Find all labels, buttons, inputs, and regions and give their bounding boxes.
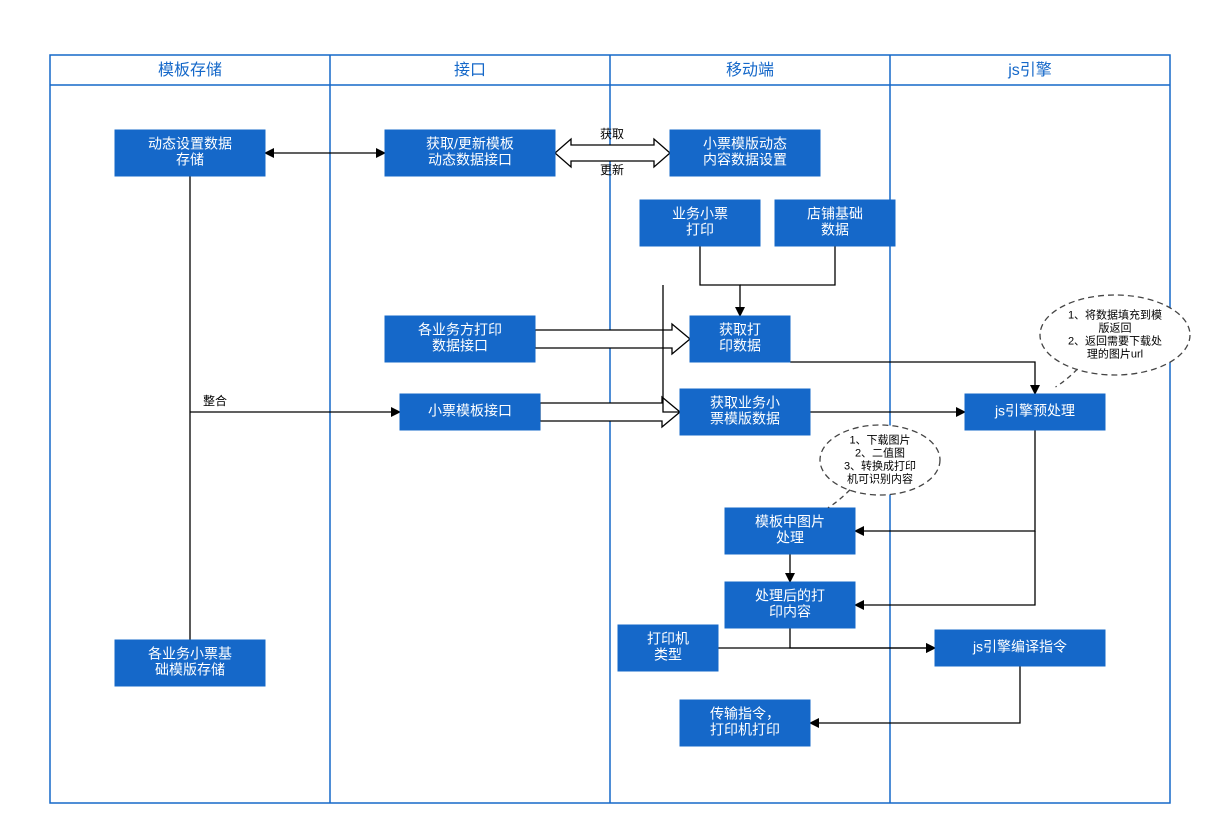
note-n1: 1、将数据填充到模版返回2、返回需要下载处理的图片url [1040, 295, 1190, 387]
svg-text:店铺基础: 店铺基础 [807, 206, 863, 222]
note-n2: 1、下载图片2、二值图3、转换成打印机可识别内容 [820, 425, 940, 508]
svg-text:3、转换成打印: 3、转换成打印 [844, 458, 916, 472]
svg-text:动态设置数据: 动态设置数据 [148, 136, 232, 152]
svg-text:业务小票: 业务小票 [672, 206, 728, 222]
svg-text:票模版数据: 票模版数据 [710, 411, 780, 427]
lane-header-lane3: 移动端 [726, 61, 774, 79]
svg-text:传输指令，: 传输指令， [710, 706, 780, 722]
svg-text:数据: 数据 [821, 222, 849, 238]
svg-text:模板中图片: 模板中图片 [755, 514, 825, 530]
lane-header-lane1: 模板存储 [158, 61, 222, 79]
edge-13 [855, 531, 1035, 605]
svg-text:2、返回需要下载处: 2、返回需要下载处 [1068, 334, 1162, 347]
svg-text:础模版存储: 础模版存储 [155, 662, 225, 678]
edge-2 [700, 246, 740, 316]
svg-text:2、二值图: 2、二值图 [855, 446, 905, 459]
svg-text:获取: 获取 [600, 127, 624, 141]
edge-3 [740, 246, 835, 285]
svg-text:处理后的打: 处理后的打 [755, 588, 825, 604]
svg-text:打印: 打印 [686, 222, 714, 238]
box-b6: 获取打印数据 [690, 316, 790, 362]
svg-text:内容数据设置: 内容数据设置 [703, 152, 787, 168]
svg-text:获取业务小: 获取业务小 [710, 395, 780, 411]
svg-text:数据接口: 数据接口 [432, 338, 488, 354]
edge-6: 整合 [190, 393, 400, 412]
box-b9: 获取业务小票模版数据 [680, 389, 810, 435]
edge-16 [810, 666, 1020, 723]
svg-text:1、将数据填充到模: 1、将数据填充到模 [1068, 307, 1162, 321]
svg-text:印数据: 印数据 [719, 338, 761, 354]
svg-text:更新: 更新 [600, 162, 624, 177]
box-b16: 各业务小票基础模版存储 [115, 640, 265, 686]
svg-text:js引擎预处理: js引擎预处理 [994, 403, 1075, 419]
svg-text:获取/更新模板: 获取/更新模板 [426, 136, 514, 152]
svg-text:获取打: 获取打 [719, 322, 761, 338]
svg-text:各业务方打印: 各业务方打印 [418, 322, 502, 338]
box-b2: 获取/更新模板动态数据接口 [385, 130, 555, 176]
box-b12: 处理后的打印内容 [725, 582, 855, 628]
svg-text:类型: 类型 [654, 647, 682, 663]
svg-text:机可识别内容: 机可识别内容 [847, 471, 913, 485]
svg-text:打印机: 打印机 [647, 631, 689, 647]
svg-text:动态数据接口: 动态数据接口 [428, 152, 512, 168]
svg-text:印内容: 印内容 [769, 604, 811, 620]
box-b7: 各业务方打印数据接口 [385, 316, 535, 362]
lane-header-lane2: 接口 [454, 61, 486, 79]
svg-text:存储: 存储 [176, 152, 204, 168]
svg-text:各业务小票基: 各业务小票基 [148, 646, 232, 662]
edge-1: 获取更新 [555, 127, 670, 177]
svg-text:版返回: 版返回 [1099, 320, 1132, 334]
box-b14: js引擎编译指令 [935, 630, 1105, 666]
svg-text:理的图片url: 理的图片url [1087, 346, 1143, 360]
svg-text:小票模版动态: 小票模版动态 [703, 136, 787, 152]
box-b3: 小票模版动态内容数据设置 [670, 130, 820, 176]
svg-text:小票模板接口: 小票模板接口 [428, 403, 512, 419]
svg-text:1、下载图片: 1、下载图片 [849, 433, 910, 446]
edge-10 [790, 362, 1035, 394]
box-b10: js引擎预处理 [965, 394, 1105, 430]
box-b15: 传输指令，打印机打印 [680, 700, 810, 746]
svg-text:打印机打印: 打印机打印 [710, 722, 780, 738]
svg-text:处理: 处理 [776, 530, 804, 546]
box-b13: 打印机类型 [618, 625, 718, 671]
box-b5: 店铺基础数据 [775, 200, 895, 246]
edge-14 [790, 628, 935, 648]
svg-text:js引擎编译指令: js引擎编译指令 [972, 639, 1067, 655]
lane-header-lane4: js引擎 [1007, 61, 1052, 79]
box-b11: 模板中图片处理 [725, 508, 855, 554]
box-b1: 动态设置数据存储 [115, 130, 265, 176]
svg-text:整合: 整合 [203, 393, 227, 408]
box-b4: 业务小票打印 [640, 200, 760, 246]
flow-diagram: 模板存储 接口 移动端 js引擎获取更新整合 动态设置数据存储 获取/更新模板动态数据接口… [0, 0, 1219, 819]
box-b8: 小票模板接口 [400, 394, 540, 430]
edge-4 [535, 324, 690, 354]
